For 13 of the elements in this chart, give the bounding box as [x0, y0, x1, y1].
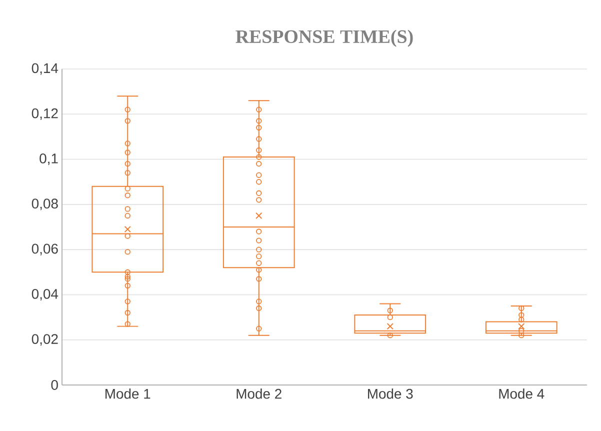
y-tick-label: 0,14 [32, 63, 58, 75]
y-tick-label: 0,08 [32, 198, 58, 210]
y-tick-label: 0,1 [40, 154, 58, 166]
y-tick-label: 0,04 [32, 288, 58, 300]
chart-title: RESPONSE TIME(S) [236, 30, 413, 47]
x-tick-label: Mode 2 [236, 388, 282, 399]
x-tick-label: Mode 1 [106, 388, 150, 399]
y-tick-label: 0,02 [32, 334, 58, 346]
y-tick-label: 0,12 [32, 108, 58, 120]
x-tick-label: Mode 3 [368, 388, 413, 399]
y-tick-label: 0,06 [32, 244, 58, 256]
x-tick-label: Mode 4 [499, 388, 544, 399]
y-tick-label: 0 [51, 380, 58, 390]
